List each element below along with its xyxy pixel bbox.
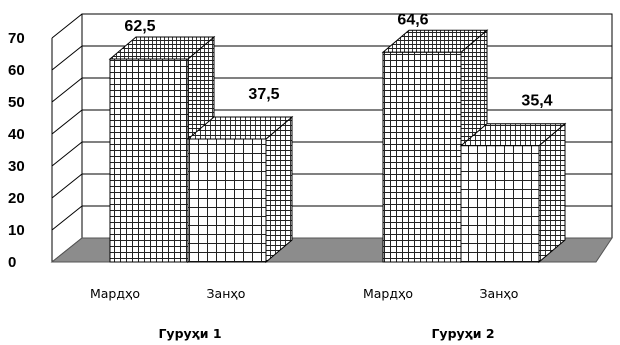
- y-tick-label: 40: [8, 126, 25, 143]
- gridline-diagonal: [51, 173, 83, 199]
- gridline-diagonal: [51, 13, 83, 39]
- bar: [460, 145, 540, 263]
- bar-side: [265, 115, 293, 264]
- category-label: Занҳо: [207, 286, 246, 301]
- gridline-diagonal: [51, 205, 83, 231]
- data-label: 37,5: [248, 86, 279, 103]
- bar: [187, 138, 267, 263]
- bar: [109, 58, 189, 263]
- bar-side: [538, 122, 566, 264]
- y-tick-label: 0: [8, 254, 16, 271]
- labels-layer: 62,5 Мардҳо 37,5 Занҳо Гуруҳи 1 64,6 Мардҳо 35,…: [90, 11, 553, 341]
- data-label: 62,5: [124, 18, 155, 35]
- category-label: Мардҳо: [363, 286, 413, 301]
- y-tick-label: 60: [8, 62, 25, 79]
- y-tick-label: 50: [8, 94, 25, 111]
- gridline-diagonal: [51, 45, 83, 71]
- data-label: 64,6: [397, 11, 428, 28]
- gridline-diagonal: [51, 77, 83, 103]
- y-tick-label: 30: [8, 158, 25, 175]
- y-tick-label: 70: [8, 30, 25, 47]
- group-label: Гуруҳи 2: [431, 326, 494, 341]
- category-label: Мардҳо: [90, 286, 140, 301]
- group-label: Гуруҳи 1: [158, 326, 221, 341]
- gridline-diagonal: [51, 109, 83, 135]
- y-tick-label: 20: [8, 190, 25, 207]
- bar: [382, 51, 462, 263]
- gridline-diagonal: [51, 141, 83, 167]
- category-label: Занҳо: [480, 286, 519, 301]
- data-label: 35,4: [521, 93, 552, 110]
- y-tick-label: 10: [8, 222, 25, 239]
- bars-layer: [108, 29, 567, 264]
